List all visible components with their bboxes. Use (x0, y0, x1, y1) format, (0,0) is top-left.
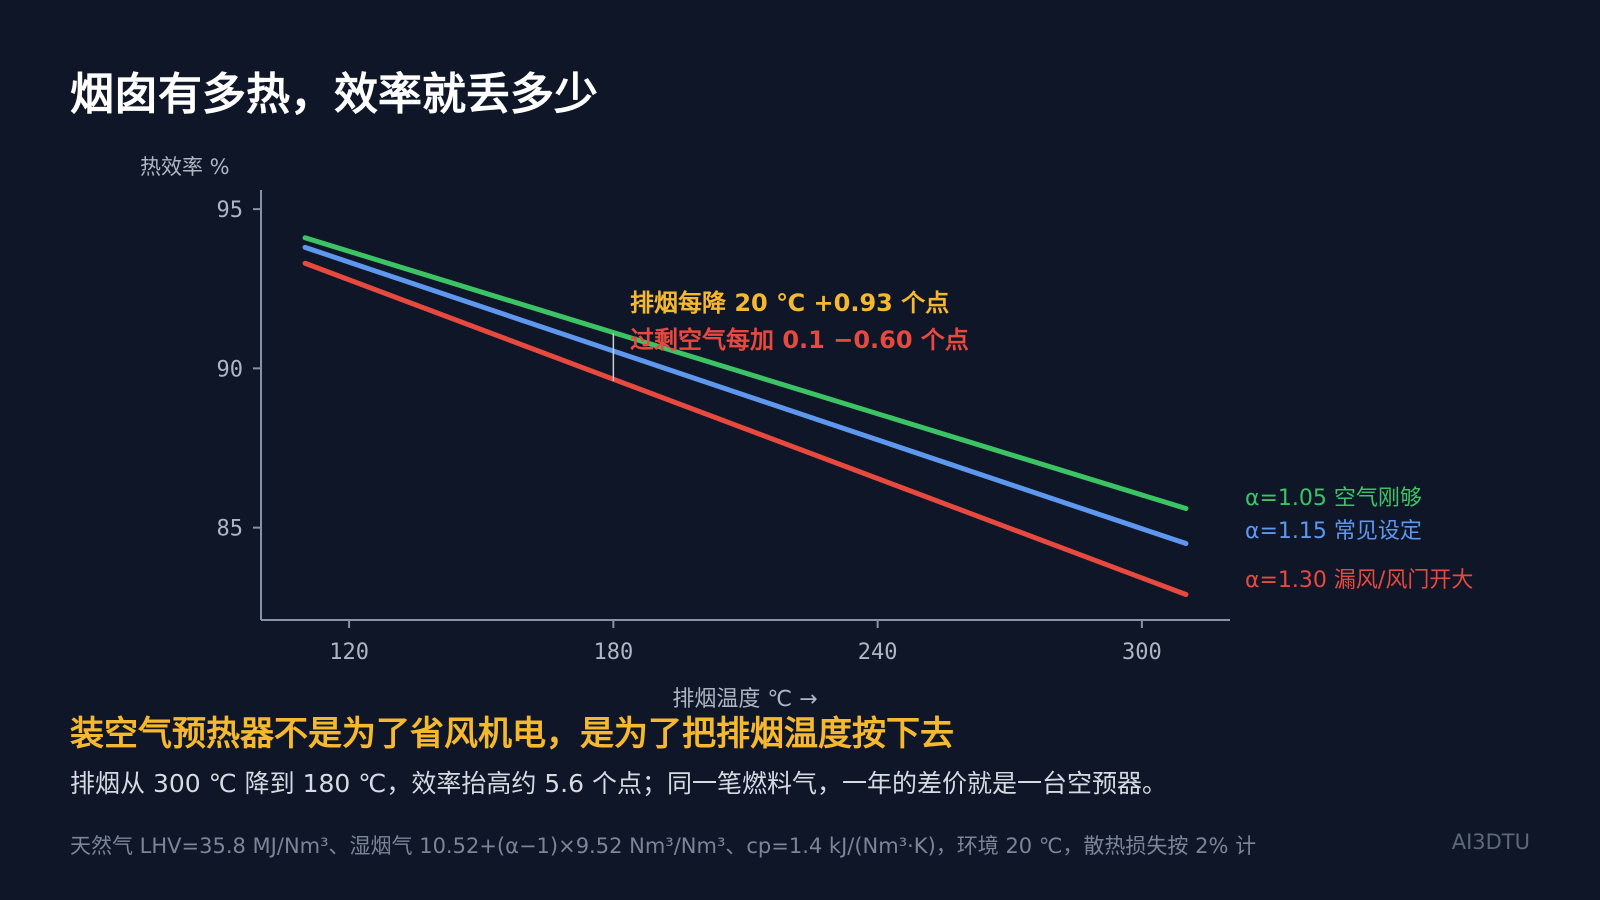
y-axis-label: 热效率 % (140, 155, 230, 179)
y-tick-label: 85 (217, 517, 244, 542)
x-tick-label: 180 (593, 640, 633, 665)
page-title: 烟囱有多热，效率就丢多少 (70, 69, 598, 120)
brand-mark: AI3DTU (1451, 830, 1530, 854)
series-line-2 (302, 244, 1189, 547)
series-label-3: α=1.30 漏风/风门开大 (1245, 568, 1473, 593)
series-line-1 (302, 235, 1189, 512)
annotation-1: 排烟每降 20 ℃ +0.93 个点 (630, 289, 949, 317)
headline: 装空气预热器不是为了省风机电，是为了把排烟温度按下去 (70, 714, 954, 754)
series-label-2: α=1.15 常见设定 (1245, 519, 1422, 544)
footnote: 天然气 LHV=35.8 MJ/Nm³、湿烟气 10.52+(α−1)×9.52… (70, 834, 1257, 858)
x-axis-label: 排烟温度 ℃ → (672, 687, 817, 712)
x-tick-label: 240 (858, 640, 898, 665)
subtext: 排烟从 300 ℃ 降到 180 ℃，效率抬高约 5.6 个点；同一笔燃料气，一… (70, 769, 1167, 798)
x-tick-label: 300 (1122, 640, 1162, 665)
series-line-3 (302, 260, 1189, 598)
annotation-2: 过剩空气每加 0.1 −0.60 个点 (630, 326, 969, 354)
x-tick-label: 120 (329, 640, 369, 665)
y-tick-label: 95 (217, 198, 244, 223)
series-label-1: α=1.05 空气刚够 (1245, 486, 1422, 511)
y-tick-label: 90 (217, 357, 244, 382)
